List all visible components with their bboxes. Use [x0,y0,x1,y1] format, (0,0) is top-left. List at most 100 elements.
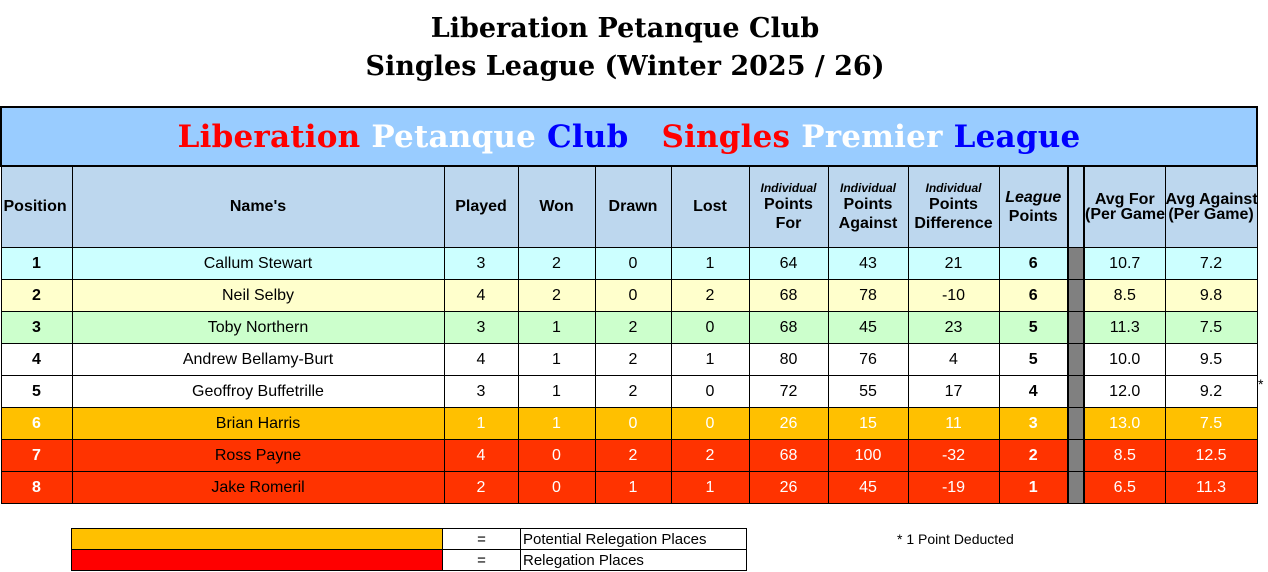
row-league-points: 5 [998,343,1069,376]
row-league-points: 1 [998,471,1069,504]
row-name: Neil Selby [71,279,445,312]
row-points-against: 45 [827,471,909,504]
row-drawn: 2 [594,375,672,408]
header-line: Against [838,215,898,232]
row-won: 2 [517,279,596,312]
row-position: 8 [0,471,73,504]
row-lost: 2 [670,279,750,312]
row-avg-against: 12.5 [1164,439,1258,472]
column-separator [1067,439,1085,472]
column-separator [1067,279,1085,312]
row-avg-for: 10.7 [1083,247,1166,280]
header-line: Difference [914,215,993,232]
row-name: Toby Northern [71,311,445,344]
row-lost: 0 [670,311,750,344]
page-subtitle: Singles League (Winter 2025 / 26) [365,51,885,82]
row-drawn: 0 [594,279,672,312]
row-played: 3 [443,311,519,344]
page-title: Liberation Petanque Club [430,13,820,44]
row-points-difference: -19 [907,471,1000,504]
row-points-against: 100 [827,439,909,472]
league-table: Liberation Petanque Club Singles Premier… [0,106,1259,504]
row-points-against: 43 [827,247,909,280]
header-drawn: Drawn [594,165,672,248]
column-separator [1067,471,1085,504]
header-line: Individual [925,181,982,195]
row-position: 5 [0,375,73,408]
header-line: Points [764,196,813,213]
header-lost: Lost [670,165,750,248]
row-points-against: 15 [827,407,909,440]
row-played: 4 [443,343,519,376]
key-equals: = [442,528,521,550]
row-lost: 1 [670,471,750,504]
row-avg-against: 9.5 [1164,343,1258,376]
row-drawn: 2 [594,439,672,472]
banner-word: Petanque [371,118,537,155]
row-avg-against: 11.3 [1164,471,1258,504]
row-lost: 1 [670,343,750,376]
row-drawn: 2 [594,311,672,344]
column-separator [1067,247,1085,280]
row-won: 1 [517,311,596,344]
row-avg-for: 6.5 [1083,471,1166,504]
row-points-against: 45 [827,311,909,344]
key-swatch-red [71,549,443,571]
header-points-difference: Individual Points Difference [907,165,1000,248]
header-line: (Per Game) [1085,206,1165,223]
row-lost: 0 [670,375,750,408]
row-won: 1 [517,375,596,408]
banner-word: Liberation [177,118,361,155]
row-avg-against: 9.8 [1164,279,1258,312]
row-won: 1 [517,407,596,440]
key-swatch-orange [71,528,443,550]
key-label-relegation: Relegation Places [520,549,747,571]
header-line: (Per Game) [1168,206,1254,223]
header-points-against: Individual Points Against [827,165,909,248]
row-points-for: 26 [748,471,829,504]
row-league-points: 6 [998,279,1069,312]
table-row: 5 Geoffroy Buffetrille 3 1 2 0 72 55 17 4 12.0 9.2 [0,375,1258,408]
row-won: 0 [517,439,596,472]
row-drawn: 1 [594,471,672,504]
row-avg-against: 7.5 [1164,407,1258,440]
header-points-for: Individual Points For [748,165,829,248]
header-won: Won [517,165,596,248]
table-row: 8 Jake Romeril 2 0 1 1 26 45 -19 1 6.5 11.3 [0,471,1258,504]
row-played: 4 [443,439,519,472]
row-points-difference: -32 [907,439,1000,472]
row-avg-for: 10.0 [1083,343,1166,376]
column-separator [1067,311,1085,344]
row-league-points: 4 [998,375,1069,408]
row-avg-for: 12.0 [1083,375,1166,408]
row-position: 3 [0,311,73,344]
row-position: 1 [0,247,73,280]
row-name: Geoffroy Buffetrille [71,375,445,408]
column-separator [1067,407,1085,440]
row-drawn: 2 [594,343,672,376]
row-position: 4 [0,343,73,376]
row-played: 4 [443,279,519,312]
row-played: 3 [443,247,519,280]
table-row: 6 Brian Harris 1 1 0 0 26 15 11 3 13.0 7.5 [0,407,1258,440]
row-drawn: 0 [594,407,672,440]
row-lost: 1 [670,247,750,280]
header-line: For [775,215,802,232]
row-league-points: 2 [998,439,1069,472]
header-league-points: League Points [998,165,1069,248]
row-avg-for: 8.5 [1083,279,1166,312]
row-points-difference: 17 [907,375,1000,408]
row-name: Ross Payne [71,439,445,472]
header-name: Name's [71,165,445,248]
row-points-for: 68 [748,439,829,472]
row-avg-for: 13.0 [1083,407,1166,440]
row-points-against: 76 [827,343,909,376]
row-drawn: 0 [594,247,672,280]
row-points-for: 80 [748,343,829,376]
table-row: 4 Andrew Bellamy-Burt 4 1 2 1 80 76 4 5 10.0 9.5 [0,343,1258,376]
row-points-difference: -10 [907,279,1000,312]
row-points-against: 78 [827,279,909,312]
row-points-difference: 21 [907,247,1000,280]
banner-word: League [953,118,1081,155]
row-points-against: 55 [827,375,909,408]
